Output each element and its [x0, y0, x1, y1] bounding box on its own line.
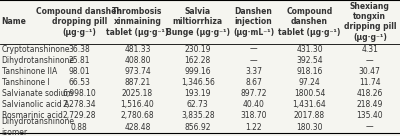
Text: 1,346.56: 1,346.56: [181, 78, 215, 87]
Text: 918.16: 918.16: [296, 67, 323, 76]
Text: 2025.18: 2025.18: [122, 89, 153, 98]
Text: 218.49: 218.49: [357, 100, 383, 109]
Text: 8.67: 8.67: [245, 78, 262, 87]
Text: 135.40: 135.40: [356, 111, 383, 120]
Text: 418.26: 418.26: [357, 89, 383, 98]
Text: 408.80: 408.80: [124, 56, 151, 65]
Text: 973.74: 973.74: [124, 67, 151, 76]
Text: Salvia
miltiorrhiza
Bunge (μg·g⁻¹): Salvia miltiorrhiza Bunge (μg·g⁻¹): [166, 7, 230, 37]
Text: 2017.88: 2017.88: [294, 111, 325, 120]
Text: 36.38: 36.38: [68, 45, 90, 54]
Text: 2,729.28: 2,729.28: [62, 111, 96, 120]
Text: 230.19: 230.19: [184, 45, 211, 54]
Text: —: —: [366, 123, 374, 132]
Text: 98.01: 98.01: [68, 67, 90, 76]
Text: Compound danshen
dropping pill
(μg·g⁻¹): Compound danshen dropping pill (μg·g⁻¹): [36, 7, 122, 37]
Text: Cryptotanshinone: Cryptotanshinone: [2, 45, 70, 54]
Text: Name: Name: [2, 17, 26, 26]
Text: 428.48: 428.48: [124, 123, 151, 132]
Text: 97.24: 97.24: [299, 78, 320, 87]
Text: 1,431.64: 1,431.64: [293, 100, 326, 109]
Text: Danshen
injection
(μg·mL⁻¹): Danshen injection (μg·mL⁻¹): [233, 7, 274, 37]
Text: 30.47: 30.47: [359, 67, 381, 76]
Text: 999.16: 999.16: [184, 67, 211, 76]
Text: 1,516.40: 1,516.40: [120, 100, 154, 109]
Text: 25.81: 25.81: [68, 56, 90, 65]
Text: 0.88: 0.88: [71, 123, 88, 132]
Text: 11.74: 11.74: [359, 78, 381, 87]
Text: 193.19: 193.19: [184, 89, 211, 98]
Text: 4.31: 4.31: [361, 45, 378, 54]
Text: 392.54: 392.54: [296, 56, 323, 65]
Text: 3.37: 3.37: [245, 67, 262, 76]
Text: Tanshinone I: Tanshinone I: [2, 78, 49, 87]
Text: Dihydrotanshinone
isomer: Dihydrotanshinone isomer: [2, 117, 74, 136]
Text: 2,780.68: 2,780.68: [121, 111, 154, 120]
Text: Salvianate sodium: Salvianate sodium: [2, 89, 73, 98]
Text: 431.30: 431.30: [296, 45, 323, 54]
Text: 1800.54: 1800.54: [294, 89, 325, 98]
Text: 66.53: 66.53: [68, 78, 90, 87]
Text: —: —: [250, 56, 258, 65]
Text: 162.28: 162.28: [185, 56, 211, 65]
Text: Shexiang
tongxin
dripping pill
(μg·g⁻¹): Shexiang tongxin dripping pill (μg·g⁻¹): [344, 2, 396, 42]
Text: Thrombosis
xinmaining
tablet (μg·g⁻¹): Thrombosis xinmaining tablet (μg·g⁻¹): [106, 7, 169, 37]
Text: 3,835.28: 3,835.28: [181, 111, 214, 120]
Text: 180.30: 180.30: [296, 123, 323, 132]
Text: 318.70: 318.70: [240, 111, 267, 120]
Text: Salvianolic acid A: Salvianolic acid A: [2, 100, 69, 109]
Text: Tanshinone IIA: Tanshinone IIA: [2, 67, 57, 76]
Text: Rosmarinic acid: Rosmarinic acid: [2, 111, 62, 120]
Text: 887.21: 887.21: [124, 78, 150, 87]
Text: Dihydrotanshinone: Dihydrotanshinone: [2, 56, 74, 65]
Text: 2,278.34: 2,278.34: [62, 100, 96, 109]
Text: 6,998.10: 6,998.10: [62, 89, 96, 98]
Text: 856.92: 856.92: [184, 123, 211, 132]
Text: 481.33: 481.33: [124, 45, 151, 54]
Text: 1.22: 1.22: [245, 123, 262, 132]
Text: —: —: [366, 56, 374, 65]
Text: —: —: [250, 45, 258, 54]
Text: 62.73: 62.73: [187, 100, 209, 109]
Text: Compound
danshen
tablet (μg·g⁻¹): Compound danshen tablet (μg·g⁻¹): [278, 7, 341, 37]
Text: 40.40: 40.40: [243, 100, 264, 109]
Text: 897.72: 897.72: [240, 89, 267, 98]
